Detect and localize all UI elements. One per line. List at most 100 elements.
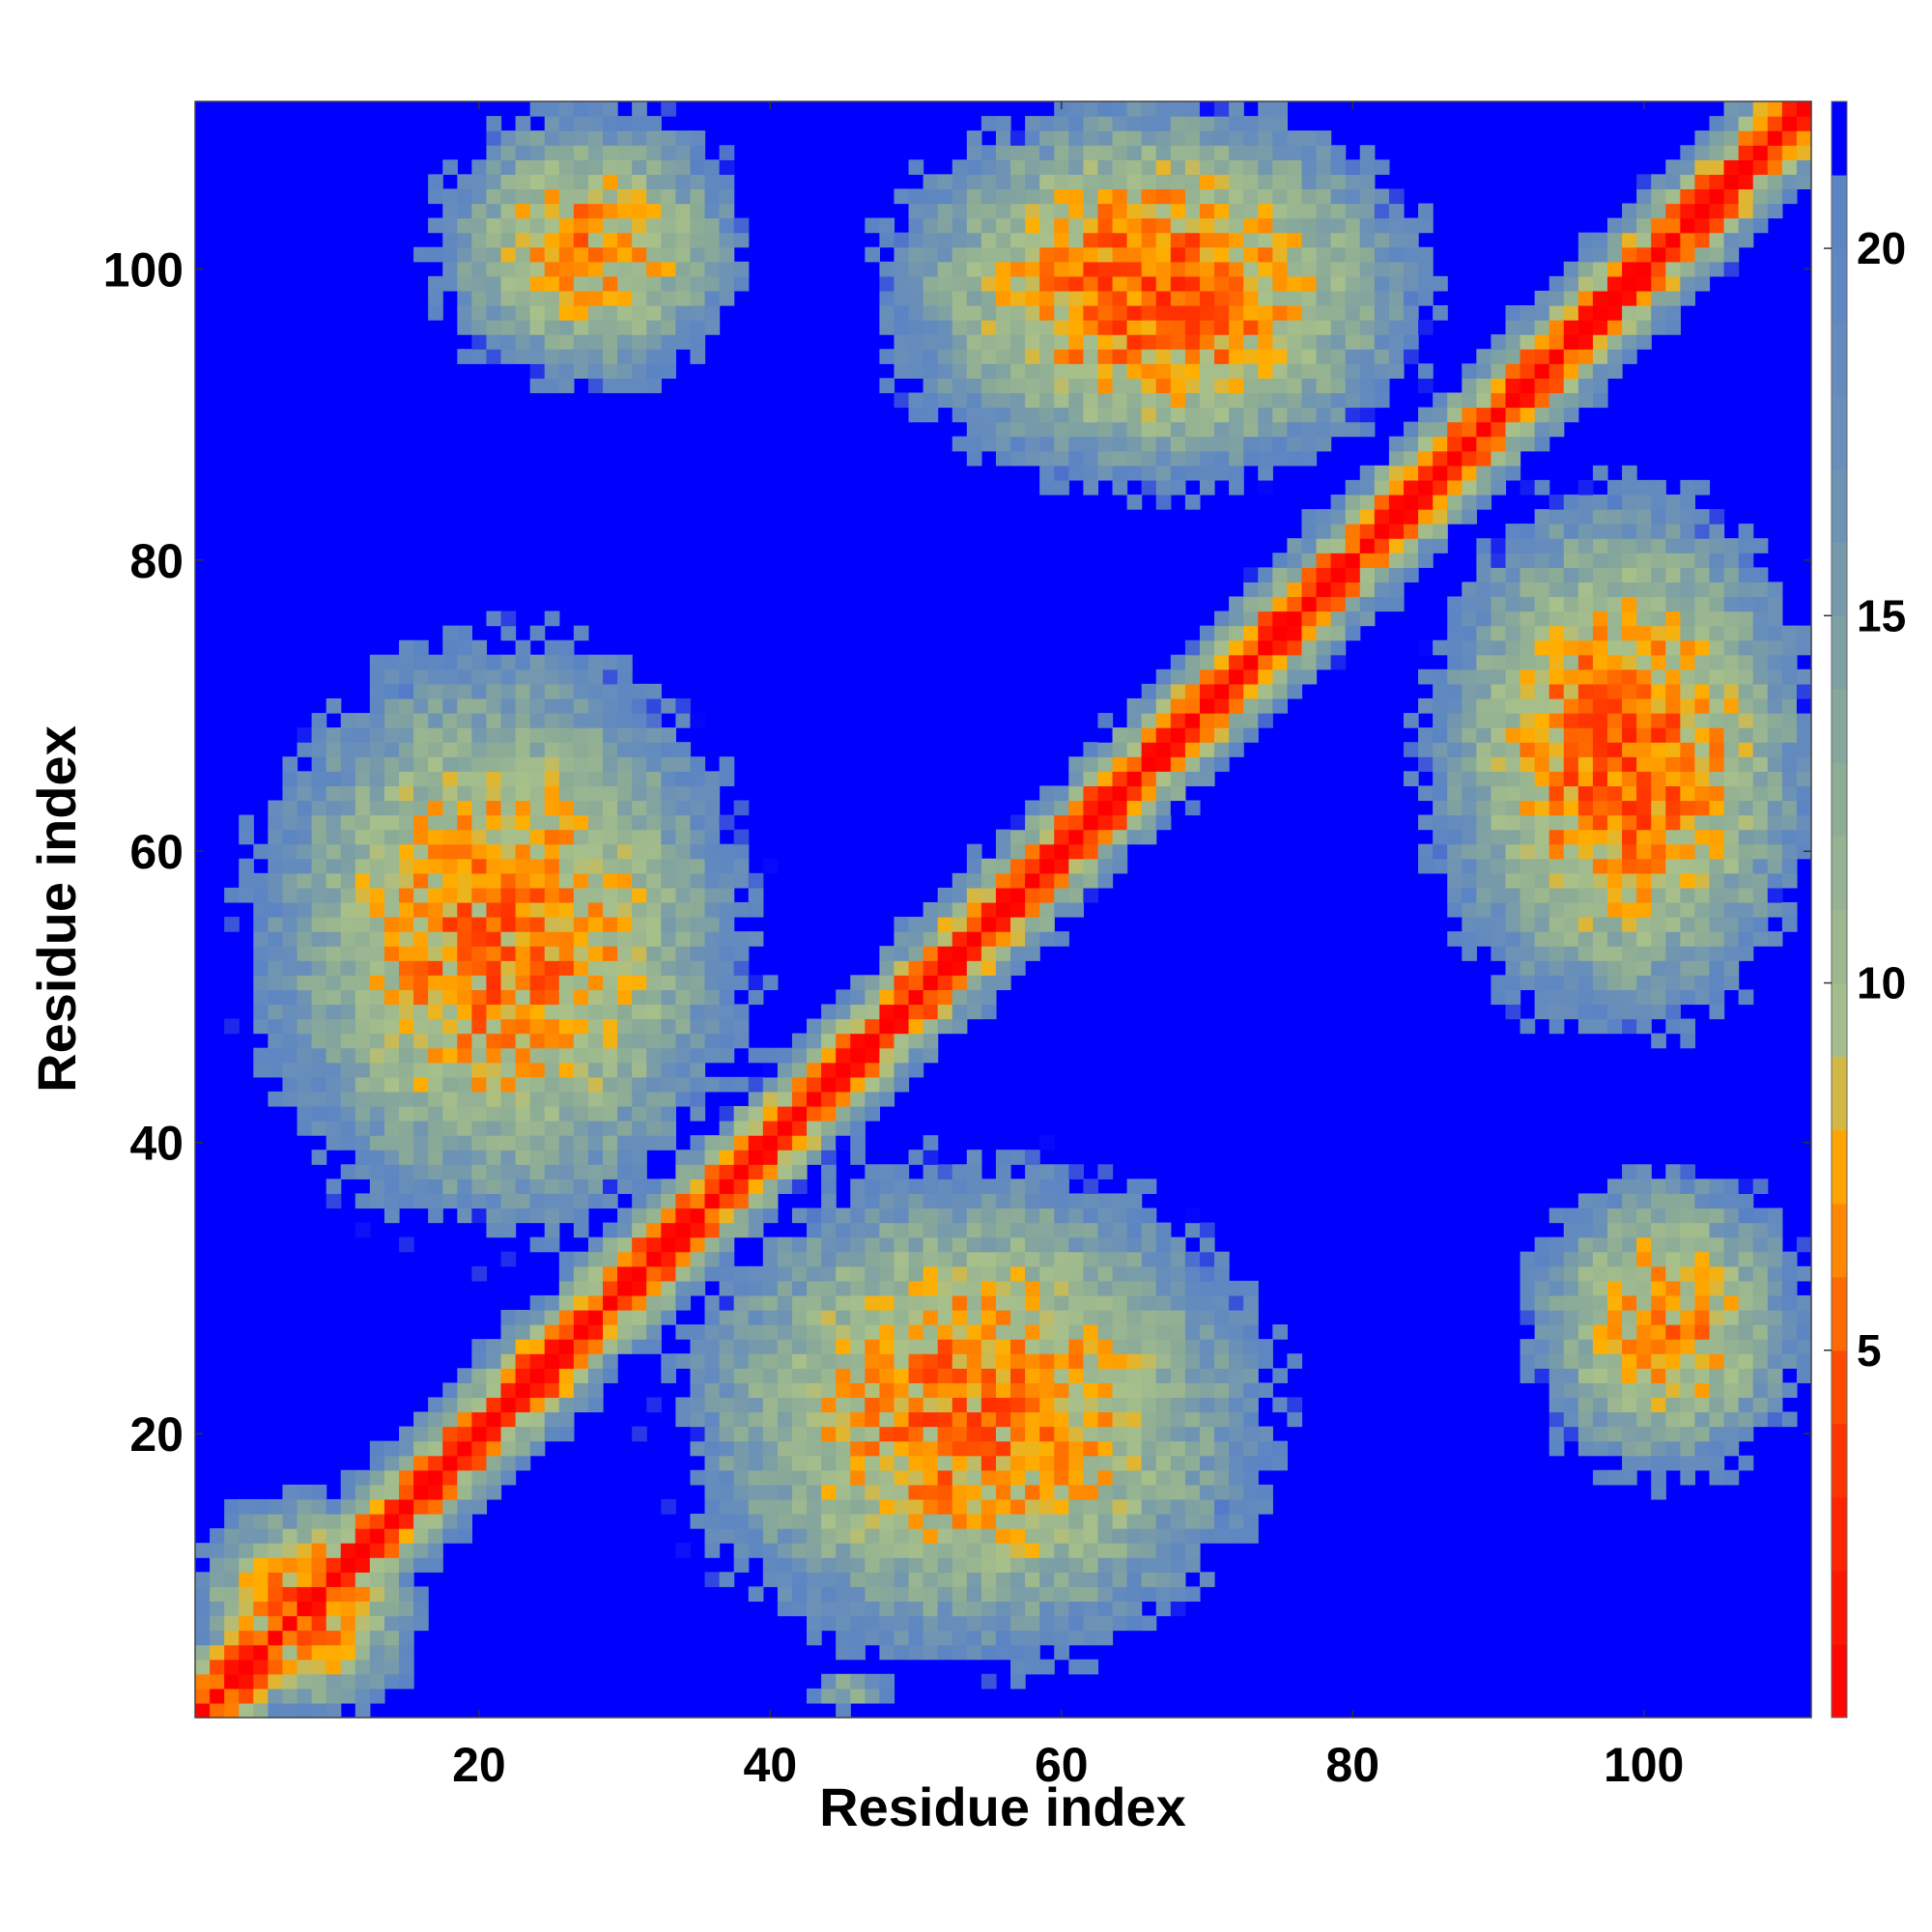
heatmap-cell <box>268 917 284 932</box>
heatmap-cell <box>457 639 472 656</box>
heatmap-cell <box>573 1397 589 1413</box>
heatmap-cell <box>661 1294 676 1311</box>
heatmap-cell <box>1141 188 1157 205</box>
heatmap-cell <box>355 1586 371 1603</box>
heatmap-cell <box>399 1033 414 1049</box>
heatmap-cell <box>544 901 560 918</box>
heatmap-cell <box>807 1469 822 1486</box>
heatmap-cell <box>1374 290 1390 306</box>
heatmap-cell <box>1418 275 1434 292</box>
heatmap-cell <box>894 1411 910 1428</box>
heatmap-cell <box>558 159 575 175</box>
heatmap-cell <box>1447 771 1463 786</box>
heatmap-cell <box>442 246 458 263</box>
heatmap-cell <box>515 785 531 802</box>
heatmap-cell <box>1476 625 1492 641</box>
heatmap-cell <box>704 1528 721 1544</box>
heatmap-cell <box>704 931 721 947</box>
heatmap-cell <box>1462 800 1477 816</box>
heatmap-cell <box>500 1033 517 1049</box>
heatmap-cell <box>807 1543 822 1558</box>
heatmap-cell <box>1563 1411 1579 1428</box>
heatmap-cell <box>995 946 1011 961</box>
heatmap-cell <box>1272 1397 1288 1413</box>
heatmap-cell <box>777 1411 793 1428</box>
heatmap-cell <box>908 203 924 219</box>
heatmap-cell <box>966 1484 982 1500</box>
heatmap-cell <box>1548 814 1565 831</box>
heatmap-cell <box>617 363 633 379</box>
heatmap-cell <box>1534 713 1550 728</box>
heatmap-cell <box>646 1033 662 1049</box>
heatmap-cell <box>704 1513 721 1529</box>
heatmap-cell <box>413 1047 429 1064</box>
heatmap-cell <box>690 843 706 860</box>
heatmap-cell <box>1184 1324 1201 1340</box>
heatmap-cell <box>995 858 1011 874</box>
heatmap-cell <box>836 1280 851 1296</box>
heatmap-cell <box>1155 1572 1172 1587</box>
heatmap-cell <box>980 975 997 990</box>
heatmap-cell <box>937 1469 953 1486</box>
heatmap-cell <box>1010 1630 1026 1646</box>
heatmap-cell <box>952 1644 968 1661</box>
heatmap-cell <box>253 1630 269 1646</box>
heatmap-cell <box>1126 145 1143 160</box>
heatmap-cell <box>850 1324 866 1340</box>
heatmap-cell <box>297 742 313 757</box>
heatmap-cell <box>952 217 968 234</box>
heatmap-cell <box>224 887 240 903</box>
heatmap-cell <box>632 1150 647 1165</box>
heatmap-cell <box>980 174 997 190</box>
heatmap-cell <box>923 275 939 292</box>
heatmap-cell <box>1287 668 1303 685</box>
heatmap-cell <box>733 1397 750 1413</box>
heatmap-cell <box>486 1062 502 1078</box>
heatmap-cell <box>966 872 982 889</box>
heatmap-cell <box>457 232 472 248</box>
heatmap-cell <box>1229 596 1244 612</box>
heatmap-cell <box>384 931 400 947</box>
heatmap-cell <box>384 1091 400 1107</box>
heatmap-cell <box>1170 1469 1186 1486</box>
heatmap-cell <box>952 1309 968 1325</box>
heatmap-cell <box>675 771 692 786</box>
heatmap-cell <box>1330 421 1347 438</box>
heatmap-cell <box>879 1572 895 1587</box>
heatmap-cell <box>573 305 589 321</box>
heatmap-cell <box>500 771 517 786</box>
heatmap-cell <box>413 668 429 685</box>
heatmap-cell <box>1462 407 1477 423</box>
heatmap-cell <box>1345 596 1361 612</box>
heatmap-cell <box>457 1105 472 1122</box>
heatmap-cell <box>952 174 968 190</box>
heatmap-cell <box>1447 494 1463 510</box>
heatmap-cell <box>413 727 429 743</box>
heatmap-cell <box>355 1033 371 1049</box>
heatmap-cell <box>1330 246 1347 263</box>
heatmap-cell <box>966 407 982 423</box>
heatmap-cell <box>646 159 662 175</box>
heatmap-cell <box>923 1179 939 1194</box>
heatmap-cell <box>573 116 589 131</box>
heatmap-cell <box>966 1280 982 1296</box>
heatmap-cell <box>661 1179 676 1194</box>
heatmap-cell <box>1577 1251 1594 1267</box>
heatmap-cell <box>1155 1426 1172 1442</box>
heatmap-cell <box>544 1309 560 1325</box>
heatmap-cell <box>340 1484 356 1500</box>
heatmap-cell <box>297 1543 313 1558</box>
heatmap-cell <box>1258 1382 1273 1399</box>
heatmap-cell <box>326 931 342 947</box>
heatmap-cell <box>995 1469 1011 1486</box>
heatmap-cell <box>1476 465 1492 481</box>
heatmap-cell <box>791 1353 808 1369</box>
heatmap-cell <box>1054 421 1069 438</box>
heatmap-cell <box>500 989 517 1006</box>
heatmap-cell <box>399 697 414 714</box>
heatmap-cell <box>587 1062 604 1078</box>
heatmap-cell <box>1330 582 1347 598</box>
heatmap-cell <box>1229 639 1244 656</box>
heatmap-cell <box>558 1251 575 1267</box>
heatmap-cell <box>1126 320 1143 335</box>
